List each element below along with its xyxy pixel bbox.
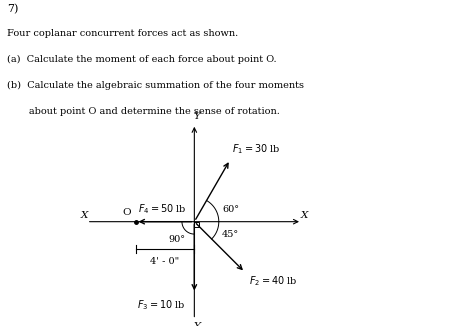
Text: $F_4 = 50$ lb: $F_4 = 50$ lb	[138, 202, 186, 216]
Text: $F_1 = 30$ lb: $F_1 = 30$ lb	[232, 142, 281, 156]
Text: 90°: 90°	[168, 235, 185, 244]
Text: Y: Y	[193, 322, 200, 326]
Text: about point O and determine the sense of rotation.: about point O and determine the sense of…	[7, 107, 280, 116]
Text: (b)  Calculate the algebraic summation of the four moments: (b) Calculate the algebraic summation of…	[7, 81, 304, 90]
Text: X: X	[81, 211, 88, 220]
Text: 7): 7)	[7, 4, 18, 14]
Text: Four coplanar concurrent forces act as shown.: Four coplanar concurrent forces act as s…	[7, 29, 238, 38]
Text: $F_3 = 10$ lb: $F_3 = 10$ lb	[137, 298, 186, 312]
Text: (a)  Calculate the moment of each force about point O.: (a) Calculate the moment of each force a…	[7, 55, 277, 64]
Text: O: O	[122, 208, 131, 217]
Text: Y: Y	[193, 112, 200, 121]
Text: $F_2 = 40$ lb: $F_2 = 40$ lb	[249, 274, 298, 288]
Text: 60°: 60°	[222, 205, 239, 214]
Text: 4' - 0": 4' - 0"	[150, 257, 180, 266]
Text: X: X	[301, 211, 308, 220]
Text: 45°: 45°	[222, 230, 239, 239]
